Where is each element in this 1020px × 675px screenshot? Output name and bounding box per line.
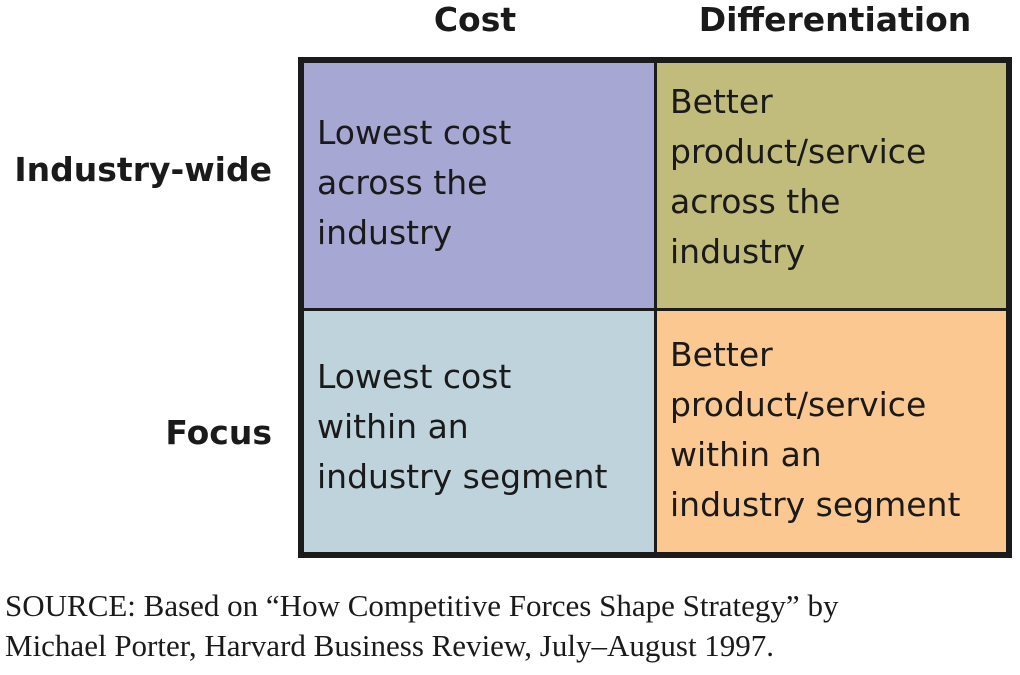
strategy-matrix: Lowest cost across the industry Better p… (298, 57, 1012, 558)
cell-cost-industry-wide: Lowest cost across the industry (304, 63, 657, 308)
cell-differentiation-focus-text: Better product/service within an industr… (670, 334, 961, 524)
column-header-cost: Cost (433, 0, 517, 39)
cell-differentiation-industry-wide-text: Better product/service across the indust… (670, 81, 927, 271)
cell-cost-focus-text: Lowest cost within an industry segment (317, 356, 608, 496)
row-header-focus: Focus (165, 413, 272, 452)
cell-differentiation-industry-wide: Better product/service across the indust… (657, 63, 1006, 308)
source-caption: SOURCE: Based on “How Competitive Forces… (5, 588, 839, 663)
column-header-differentiation: Differentiation (698, 0, 972, 39)
cell-cost-focus: Lowest cost within an industry segment (304, 308, 657, 552)
cell-differentiation-focus: Better product/service within an industr… (657, 308, 1006, 552)
row-header-industry-wide: Industry-wide (14, 150, 272, 189)
cell-cost-industry-wide-text: Lowest cost across the industry (317, 112, 512, 252)
